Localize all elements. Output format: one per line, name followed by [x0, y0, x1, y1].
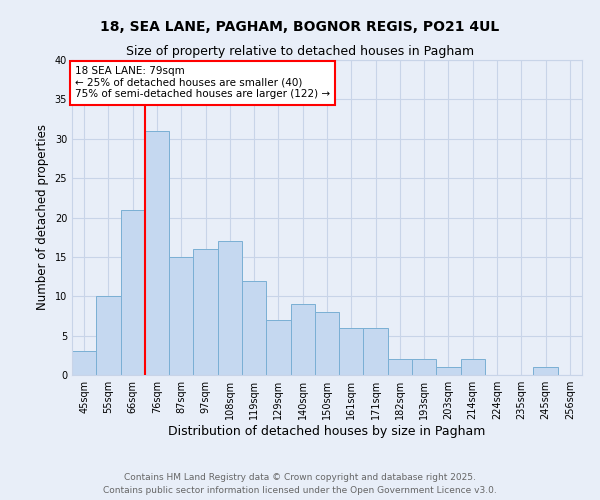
Bar [266, 320, 290, 375]
Bar [461, 359, 485, 375]
Bar [242, 280, 266, 375]
Text: 18, SEA LANE, PAGHAM, BOGNOR REGIS, PO21 4UL: 18, SEA LANE, PAGHAM, BOGNOR REGIS, PO21… [100, 20, 500, 34]
Bar [436, 367, 461, 375]
Bar [533, 367, 558, 375]
Bar [145, 131, 169, 375]
Bar [193, 249, 218, 375]
Bar [315, 312, 339, 375]
Bar [96, 296, 121, 375]
Text: 18 SEA LANE: 79sqm
← 25% of detached houses are smaller (40)
75% of semi-detache: 18 SEA LANE: 79sqm ← 25% of detached hou… [75, 66, 330, 100]
Text: Size of property relative to detached houses in Pagham: Size of property relative to detached ho… [126, 45, 474, 58]
Bar [290, 304, 315, 375]
Text: Contains HM Land Registry data © Crown copyright and database right 2025.
Contai: Contains HM Land Registry data © Crown c… [103, 474, 497, 495]
Bar [169, 257, 193, 375]
Y-axis label: Number of detached properties: Number of detached properties [36, 124, 49, 310]
Bar [218, 241, 242, 375]
Bar [412, 359, 436, 375]
Bar [339, 328, 364, 375]
Bar [364, 328, 388, 375]
X-axis label: Distribution of detached houses by size in Pagham: Distribution of detached houses by size … [169, 425, 485, 438]
Bar [388, 359, 412, 375]
Bar [121, 210, 145, 375]
Bar [72, 352, 96, 375]
